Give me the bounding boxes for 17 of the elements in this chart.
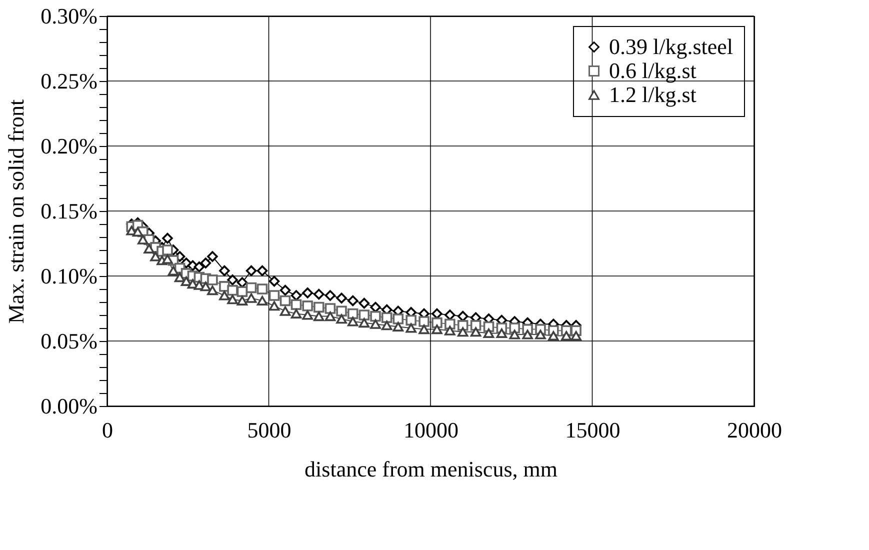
x-tick-label: 10000 [404, 418, 458, 442]
x-axis-title: distance from meniscus, mm [304, 456, 558, 482]
legend-label: 0.39 l/kg.steel [609, 34, 734, 59]
y-tick-label: 0.30% [40, 4, 98, 28]
legend-label: 0.6 l/kg.st [609, 58, 696, 83]
y-tick-label: 0.15% [40, 198, 98, 224]
x-tick-label: 5000 [247, 418, 292, 442]
y-tick-label: 0.00% [40, 394, 98, 418]
y-axis-title: Max. strain on solid front [4, 99, 29, 324]
x-tick-label: 20000 [727, 418, 782, 442]
y-tick-label: 0.05% [40, 328, 98, 354]
x-tick-label: 0 [102, 418, 113, 442]
y-tick-label: 0.20% [40, 134, 98, 158]
y-tick-label: 0.25% [40, 68, 98, 94]
x-tick-label: 15000 [565, 418, 620, 442]
legend-label: 1.2 l/kg.st [609, 82, 696, 107]
y-tick-label: 0.10% [40, 264, 98, 288]
